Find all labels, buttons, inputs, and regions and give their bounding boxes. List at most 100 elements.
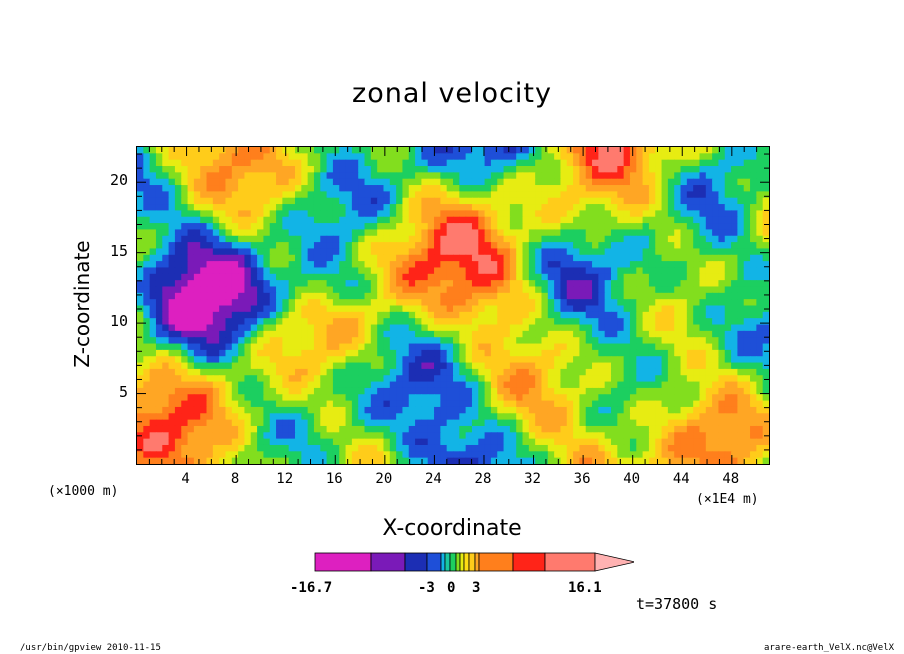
heatmap-cell [680, 451, 688, 459]
heatmap-cell [497, 248, 505, 256]
heatmap-cell [497, 406, 505, 414]
heatmap-cell [655, 406, 663, 414]
heatmap-cell [238, 191, 246, 199]
heatmap-cell [528, 425, 536, 433]
heatmap-cell [212, 425, 220, 433]
heatmap-cell [377, 356, 385, 364]
heatmap-cell [269, 444, 277, 452]
heatmap-cell [459, 210, 467, 218]
heatmap-cell [212, 387, 220, 395]
heatmap-cell [276, 229, 283, 237]
heatmap-cell [566, 381, 574, 389]
heatmap-cell [174, 457, 182, 464]
heatmap-cell [560, 191, 568, 199]
heatmap-cell [282, 425, 290, 433]
heatmap-cell [579, 425, 587, 433]
heatmap-cell [465, 362, 473, 370]
heatmap-cell [573, 292, 580, 300]
heatmap-cell [446, 197, 454, 205]
heatmap-cell [421, 292, 429, 300]
heatmap-cell [174, 147, 182, 154]
heatmap-cell [383, 185, 391, 192]
heatmap-cell [137, 223, 144, 231]
heatmap-cell [345, 216, 353, 224]
heatmap-cell [459, 406, 467, 414]
heatmap-cell [471, 419, 479, 427]
heatmap-cell [225, 248, 233, 256]
heatmap-cell [370, 394, 378, 402]
heatmap-cell [225, 368, 233, 376]
heatmap-cell [547, 286, 555, 294]
heatmap-cell [516, 375, 524, 383]
heatmap-cell [516, 349, 524, 357]
heatmap-cell [699, 292, 707, 300]
heatmap-cell [623, 235, 631, 243]
heatmap-cell [528, 254, 536, 262]
heatmap-cell [269, 368, 277, 376]
heatmap-cell [257, 299, 264, 307]
heatmap-cell [611, 356, 618, 364]
heatmap-cell [301, 229, 309, 237]
heatmap-cell [497, 178, 505, 186]
heatmap-cell [402, 172, 410, 180]
heatmap-cell [762, 311, 769, 319]
heatmap-cell [320, 406, 328, 414]
heatmap-cell [642, 210, 650, 218]
heatmap-cell [617, 166, 625, 173]
heatmap-cell [206, 349, 214, 357]
heatmap-cell [168, 438, 176, 446]
heatmap-cell [497, 292, 505, 300]
heatmap-cell [648, 330, 656, 338]
heatmap-cell [408, 400, 416, 408]
heatmap-cell [579, 368, 587, 376]
heatmap-cell [351, 425, 359, 433]
heatmap-cell [320, 305, 328, 313]
heatmap-cell [383, 368, 391, 376]
heatmap-cell [484, 362, 492, 370]
heatmap-cell [712, 242, 720, 250]
heatmap-cell [674, 242, 682, 250]
heatmap-cell [459, 216, 467, 224]
heatmap-cell [516, 413, 524, 421]
heatmap-cell [743, 362, 751, 370]
heatmap-cell [459, 381, 467, 389]
heatmap-cell [724, 248, 732, 256]
heatmap-cell [503, 311, 511, 319]
heatmap-cell [200, 261, 208, 269]
heatmap-cell [509, 394, 517, 402]
heatmap-cell [453, 159, 460, 167]
heatmap-cell [642, 229, 650, 237]
heatmap-cell [693, 286, 701, 294]
heatmap-cell [737, 178, 745, 186]
heatmap-cell [269, 280, 277, 288]
heatmap-cell [149, 381, 157, 389]
heatmap-cell [434, 197, 441, 205]
heatmap-cell [541, 159, 549, 167]
heatmap-cell [535, 425, 543, 433]
heatmap-cell [579, 406, 587, 414]
heatmap-cell [200, 267, 208, 275]
heatmap-cell [345, 166, 353, 173]
heatmap-cell [724, 318, 732, 326]
heatmap-cell [193, 172, 201, 180]
heatmap-cell [193, 248, 201, 256]
heatmap-cell [655, 318, 663, 326]
heatmap-cell [693, 248, 701, 256]
heatmap-cell [617, 343, 625, 351]
heatmap-cell [636, 368, 644, 376]
heatmap-cell [307, 261, 315, 269]
heatmap-cell [471, 178, 479, 186]
heatmap-cell [661, 248, 669, 256]
heatmap-cell [396, 242, 404, 250]
heatmap-cell [282, 311, 290, 319]
heatmap-cell [269, 197, 277, 205]
heatmap-cell [705, 147, 713, 154]
heatmap-cell [712, 280, 720, 288]
heatmap-cell [427, 191, 435, 199]
heatmap-cell [295, 356, 302, 364]
heatmap-cell [528, 381, 536, 389]
heatmap-cell [471, 159, 479, 167]
heatmap-cell [174, 394, 182, 402]
heatmap-cell [459, 318, 467, 326]
heatmap-cell [143, 343, 151, 351]
